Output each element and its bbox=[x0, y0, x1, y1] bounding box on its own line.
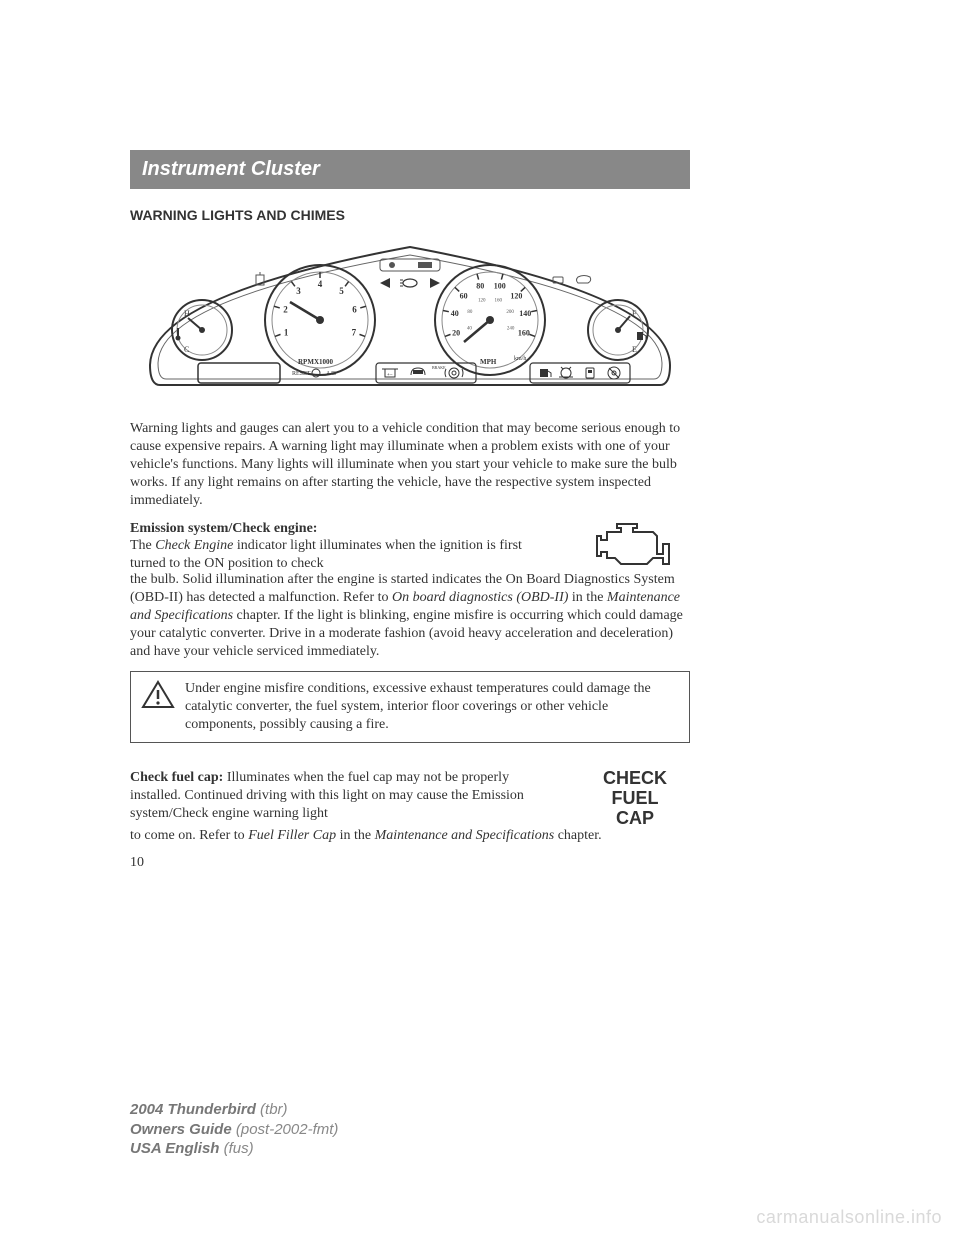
svg-text:7: 7 bbox=[352, 327, 357, 337]
svg-text:120: 120 bbox=[510, 292, 522, 301]
chapter-header: Instrument Cluster bbox=[130, 150, 690, 189]
emission-text: Emission system/Check engine: The Check … bbox=[130, 520, 560, 574]
svg-text:80: 80 bbox=[467, 310, 473, 315]
warning-triangle-icon bbox=[141, 680, 175, 735]
svg-text:A/B: A/B bbox=[326, 371, 336, 377]
instrument-cluster-figure: H C 1 23 4 56 7 RPMX1000 bbox=[130, 235, 690, 405]
svg-text:C: C bbox=[184, 345, 189, 354]
footer-l3-strong: USA English bbox=[130, 1140, 219, 1157]
fuel-cap-cont-pre: to come on. Refer to bbox=[130, 828, 248, 843]
emission-cont-mid: in the bbox=[568, 590, 607, 605]
fuel-cap-cont-em1: Fuel Filler Cap bbox=[248, 828, 336, 843]
svg-text:160: 160 bbox=[494, 299, 502, 304]
svg-text:160: 160 bbox=[518, 328, 530, 337]
svg-text:40: 40 bbox=[467, 327, 473, 332]
svg-text:100: 100 bbox=[494, 281, 506, 290]
emission-cont-em1: On board diagnostics (OBD-II) bbox=[392, 590, 568, 605]
footer-l2-rest: (post-2002-fmt) bbox=[232, 1121, 339, 1138]
svg-text:RESET: RESET bbox=[292, 371, 311, 377]
fuel-cap-cont-mid: in the bbox=[336, 828, 375, 843]
fuel-cap-block: Check fuel cap: Illuminates when the fue… bbox=[130, 769, 690, 828]
watermark: carmanualsonline.info bbox=[756, 1207, 942, 1228]
svg-text:MPH: MPH bbox=[480, 358, 497, 366]
page-number: 10 bbox=[130, 855, 690, 871]
emission-continuation: the bulb. Solid illumination after the e… bbox=[130, 571, 690, 661]
svg-text:2: 2 bbox=[283, 305, 288, 315]
svg-text:60: 60 bbox=[460, 292, 468, 301]
emission-lead-pre: The bbox=[130, 538, 155, 553]
svg-text:240: 240 bbox=[507, 327, 515, 332]
svg-text:120: 120 bbox=[478, 299, 486, 304]
check-fuel-cap-badge: CHECK FUEL CAP bbox=[580, 769, 690, 828]
svg-text:F: F bbox=[632, 309, 637, 318]
svg-text:km/h: km/h bbox=[514, 356, 526, 362]
fuel-cap-cont-em2: Maintenance and Specifications bbox=[375, 828, 555, 843]
svg-text:+−: +− bbox=[387, 373, 393, 378]
emission-lead-em: Check Engine bbox=[155, 538, 233, 553]
svg-text:40: 40 bbox=[451, 309, 459, 318]
svg-text:3: 3 bbox=[296, 286, 301, 296]
footer-l3-rest: (fus) bbox=[219, 1140, 253, 1157]
svg-text:140: 140 bbox=[519, 309, 531, 318]
fuel-cap-continuation: to come on. Refer to Fuel Filler Cap in … bbox=[130, 827, 690, 845]
engine-icon-col bbox=[580, 520, 690, 574]
badge-line-1: CHECK bbox=[603, 769, 667, 789]
fuel-cap-text: Check fuel cap: Illuminates when the fue… bbox=[130, 769, 560, 828]
emission-block: Emission system/Check engine: The Check … bbox=[130, 520, 690, 574]
warning-box: Under engine misfire conditions, excessi… bbox=[130, 671, 690, 744]
fuel-cap-cont-post: chapter. bbox=[554, 828, 601, 843]
fuel-cap-heading: Check fuel cap: bbox=[130, 770, 223, 785]
instrument-cluster-svg: H C 1 23 4 56 7 RPMX1000 bbox=[130, 235, 690, 405]
section-heading: WARNING LIGHTS AND CHIMES bbox=[130, 207, 690, 223]
svg-text:5: 5 bbox=[339, 286, 344, 296]
svg-text:6: 6 bbox=[352, 305, 357, 315]
svg-text:1: 1 bbox=[284, 327, 289, 337]
page-content: Instrument Cluster WARNING LIGHTS AND CH… bbox=[130, 150, 690, 871]
svg-text:80: 80 bbox=[476, 281, 484, 290]
svg-text:RPMX1000: RPMX1000 bbox=[298, 358, 333, 366]
footer-block: 2004 Thunderbird (tbr) Owners Guide (pos… bbox=[130, 1100, 338, 1159]
svg-text:200: 200 bbox=[506, 310, 514, 315]
warning-text: Under engine misfire conditions, excessi… bbox=[185, 680, 679, 735]
svg-text:BRAKE: BRAKE bbox=[432, 365, 446, 370]
svg-text:4: 4 bbox=[318, 279, 323, 289]
svg-text:H: H bbox=[184, 309, 190, 318]
svg-text:E: E bbox=[632, 345, 637, 354]
svg-text:20: 20 bbox=[452, 328, 460, 337]
footer-l1-strong: 2004 Thunderbird bbox=[130, 1101, 256, 1118]
intro-paragraph: Warning lights and gauges can alert you … bbox=[130, 420, 690, 510]
emission-heading: Emission system/Check engine: bbox=[130, 521, 317, 536]
engine-icon bbox=[595, 520, 675, 570]
badge-line-3: CAP bbox=[603, 809, 667, 829]
badge-line-2: FUEL bbox=[603, 789, 667, 809]
footer-l2-strong: Owners Guide bbox=[130, 1121, 232, 1138]
footer-l1-rest: (tbr) bbox=[256, 1101, 288, 1118]
